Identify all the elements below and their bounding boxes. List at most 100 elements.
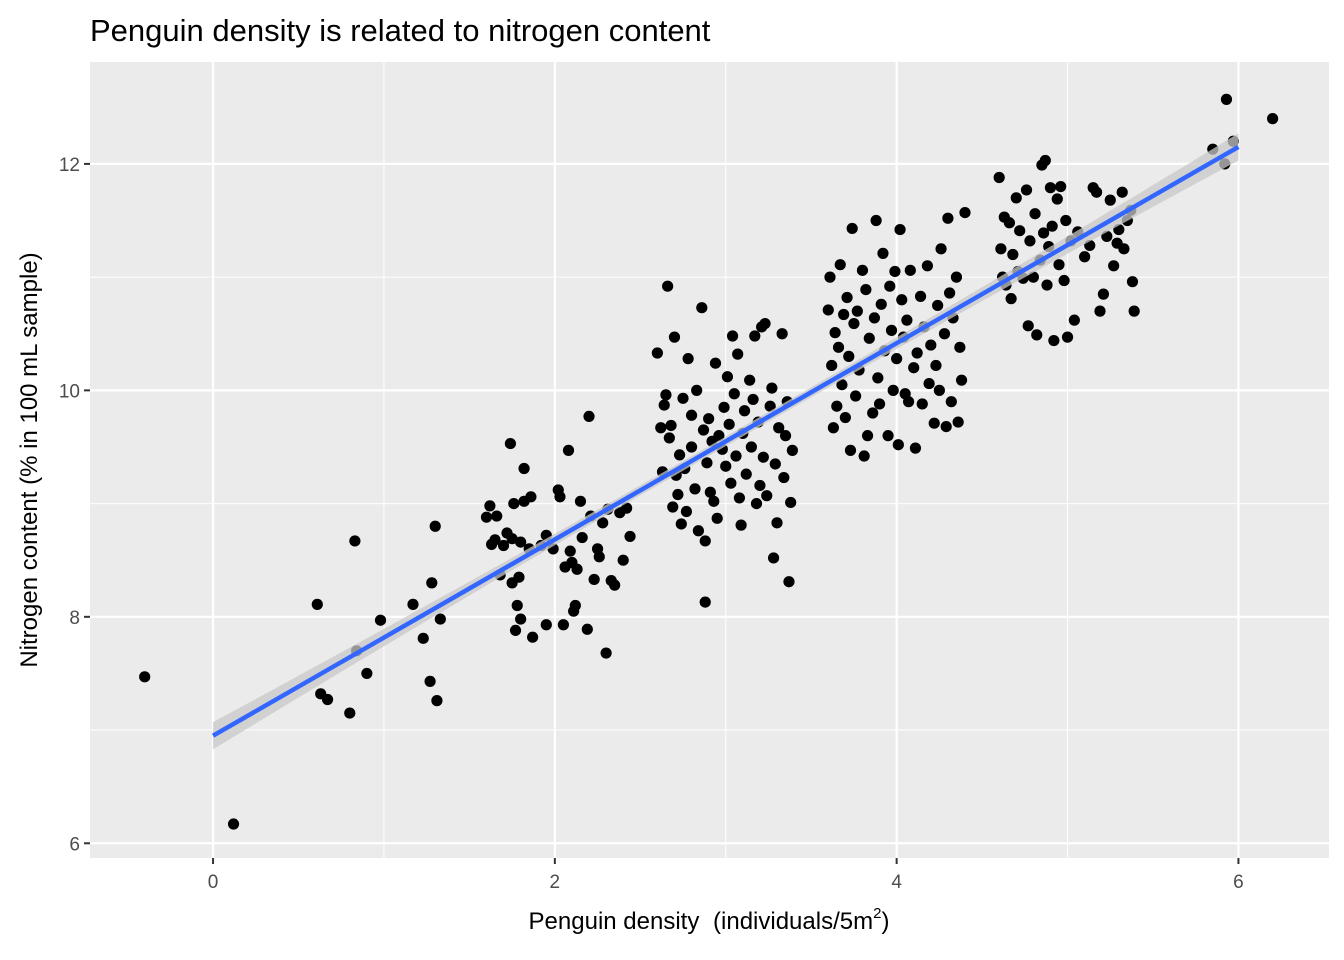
data-point xyxy=(993,171,1005,184)
data-point xyxy=(940,420,952,433)
data-point xyxy=(868,312,881,324)
data-point xyxy=(771,517,783,529)
data-point xyxy=(1041,279,1053,291)
data-point xyxy=(617,554,629,566)
data-point xyxy=(836,379,848,391)
x-axis-title-close: ) xyxy=(881,908,889,935)
data-point xyxy=(938,328,951,340)
data-point xyxy=(593,551,605,563)
data-point xyxy=(744,374,756,386)
data-point xyxy=(932,299,944,312)
y-axis: 6 8 10 12 xyxy=(59,155,90,855)
data-point xyxy=(227,818,240,830)
data-point xyxy=(848,317,860,330)
data-point xyxy=(884,280,896,292)
data-point xyxy=(701,457,713,469)
data-point xyxy=(1061,331,1074,343)
data-point xyxy=(745,441,757,453)
data-point xyxy=(778,471,790,484)
data-point xyxy=(733,492,746,504)
data-point xyxy=(844,444,857,456)
data-point xyxy=(885,324,898,336)
data-point xyxy=(1097,288,1110,300)
x-axis-title: Penguin density (individuals/5m2) xyxy=(529,905,890,935)
data-point xyxy=(662,280,674,292)
data-point xyxy=(672,488,684,501)
grid-minor xyxy=(90,62,1329,858)
data-point xyxy=(562,444,575,456)
data-point xyxy=(667,501,679,513)
data-point xyxy=(726,330,739,342)
data-point xyxy=(779,430,792,442)
data-point xyxy=(728,388,740,400)
data-point xyxy=(564,545,576,557)
data-point xyxy=(663,432,675,444)
data-point xyxy=(761,490,773,502)
data-point xyxy=(901,314,913,326)
data-point xyxy=(1010,192,1022,204)
data-point xyxy=(1094,305,1106,317)
data-point xyxy=(581,623,593,635)
data-point xyxy=(959,206,971,219)
data-point xyxy=(766,382,778,394)
data-point xyxy=(1029,208,1041,220)
data-point xyxy=(1267,113,1279,125)
data-point xyxy=(995,243,1007,255)
data-point xyxy=(843,350,855,362)
data-point xyxy=(583,410,595,423)
data-point xyxy=(429,520,441,532)
data-point xyxy=(680,505,693,518)
data-point xyxy=(1128,305,1140,317)
data-point xyxy=(928,417,940,429)
data-point xyxy=(1005,293,1017,305)
y-tick-label: 6 xyxy=(69,834,80,855)
data-point xyxy=(1068,314,1080,326)
data-point xyxy=(1108,260,1120,272)
data-point xyxy=(921,260,933,272)
data-point xyxy=(891,353,903,365)
regression-line xyxy=(211,144,1240,738)
data-point xyxy=(491,510,503,522)
data-point xyxy=(484,500,496,512)
x-axis-title-main: Penguin density xyxy=(529,908,700,935)
data-point xyxy=(954,341,966,353)
data-point xyxy=(434,613,446,625)
x-axis-title-unit: (individuals/5m xyxy=(713,908,873,935)
data-point xyxy=(682,353,694,365)
data-point xyxy=(588,573,600,586)
data-point xyxy=(747,393,759,406)
data-point xyxy=(1014,225,1026,237)
data-point xyxy=(952,416,964,428)
data-point xyxy=(839,411,851,424)
data-point xyxy=(908,362,920,374)
data-point xyxy=(1020,184,1033,196)
x-tick-label: 0 xyxy=(208,872,219,893)
data-point xyxy=(930,359,942,372)
y-axis-title: Nitrogen content (% in 100 mL sample) xyxy=(16,252,43,667)
data-point xyxy=(723,418,735,430)
data-point xyxy=(1048,334,1060,347)
data-point xyxy=(860,283,872,296)
data-point xyxy=(1024,235,1036,247)
data-point xyxy=(827,422,840,434)
data-point xyxy=(1055,180,1067,193)
data-point xyxy=(1090,186,1103,198)
data-point xyxy=(321,693,334,706)
data-point xyxy=(773,422,785,434)
data-point xyxy=(1031,329,1043,341)
data-point xyxy=(863,332,875,344)
x-tick-label: 6 xyxy=(1233,872,1244,893)
x-tick-label: 4 xyxy=(891,872,902,893)
data-point xyxy=(675,518,687,530)
data-point xyxy=(944,287,956,299)
data-point xyxy=(311,598,323,610)
data-point xyxy=(569,599,581,612)
data-point xyxy=(1051,193,1063,205)
data-point xyxy=(1022,320,1034,332)
data-point xyxy=(677,392,689,404)
grid-major xyxy=(90,62,1329,858)
data-point xyxy=(740,468,752,480)
data-point xyxy=(916,398,928,410)
data-point xyxy=(718,401,730,413)
data-point xyxy=(480,511,493,523)
